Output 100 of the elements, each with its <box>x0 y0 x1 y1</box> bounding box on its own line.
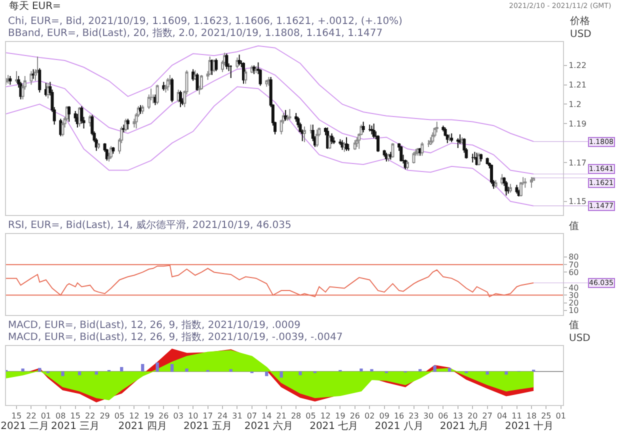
candlestick <box>141 104 144 114</box>
candlestick <box>288 108 292 120</box>
y-tick-label: 20 <box>568 298 579 308</box>
candlestick <box>316 128 319 148</box>
candlestick <box>284 110 288 122</box>
candlestick <box>229 64 232 78</box>
bar <box>433 366 436 372</box>
candlestick <box>254 66 258 74</box>
candlestick <box>196 72 199 92</box>
x-tick-label: 29 <box>100 412 110 421</box>
x-tick-label: 05 <box>114 412 125 421</box>
text: BBand, EUR=, Bid(Last), 20, 指数, 2.0, 2021/10/19, 1.1808, 1.1641, 1.1477 <box>8 27 383 39</box>
x-tick-label: 27 <box>482 412 492 421</box>
line-series <box>6 45 534 142</box>
candlestick <box>68 106 71 122</box>
candlestick <box>340 140 344 150</box>
candlestick <box>429 136 432 146</box>
bar <box>486 372 489 375</box>
x-tick-label: 23 <box>408 412 419 421</box>
x-tick-label: 15 <box>11 412 22 421</box>
x-tick-label: 26 <box>158 412 169 421</box>
candlestick <box>15 70 18 84</box>
y-tick-label: 70 <box>568 260 579 270</box>
y-tick-label: 30 <box>568 290 579 300</box>
x-tick-label: 02 <box>364 412 375 421</box>
y-tick-label: 1.15 <box>568 197 586 206</box>
candlestick <box>494 180 498 188</box>
y-tick-label: 1.21 <box>568 80 586 90</box>
candlestick <box>122 124 126 133</box>
candlestick <box>431 132 434 144</box>
y-tick-label: 40 <box>568 283 579 292</box>
candlestick <box>456 138 460 148</box>
candlestick <box>480 153 483 162</box>
x-tick-label: 19 <box>335 412 346 421</box>
candlestick <box>162 81 166 92</box>
candlestick <box>391 142 394 158</box>
bar <box>448 368 452 372</box>
x-tick-label: 17 <box>202 412 213 421</box>
bar <box>38 368 42 372</box>
bar <box>298 372 302 376</box>
bar <box>418 369 422 372</box>
candlestick <box>267 76 270 86</box>
candlestick <box>504 180 508 196</box>
text: Chi, EUR=, Bid, 2021/10/19, 1.1609, 1.1623, 1.1606, 1.1621, +.0012, (+.10%) <box>8 16 403 27</box>
bar <box>265 372 268 376</box>
x-tick-label: 13 <box>452 412 464 421</box>
bar <box>504 372 508 375</box>
x-tick-label: 09 <box>379 412 390 421</box>
x-tick-label: 16 <box>394 412 404 421</box>
candlestick <box>342 142 346 152</box>
candlestick <box>332 136 336 145</box>
x-tick-label: 01 <box>556 412 566 421</box>
candlestick <box>30 70 33 86</box>
y-axis-title: 值 USD <box>569 320 591 344</box>
x-tick-label: 06 <box>438 412 448 421</box>
text: MACD, EUR=, Bid(Last), 12, 26, 9, 指数, 2021/10/19, -.0039, -.0047 <box>8 331 343 343</box>
x-tick-label: 11 <box>512 412 522 421</box>
candlestick <box>368 124 372 132</box>
bar <box>120 367 124 372</box>
x-tick-label: 12 <box>129 412 140 421</box>
chart-title: 每天 EUR= <box>8 0 61 12</box>
x2-tick-label: 2021 十月 <box>505 420 554 432</box>
candlestick <box>406 160 409 170</box>
y-tick-label: 10 <box>568 306 579 316</box>
candlestick <box>328 134 332 150</box>
bar <box>370 369 374 372</box>
x-tick-label: 21 <box>276 412 286 421</box>
x-tick-label: 25 <box>541 412 552 421</box>
y-tick-label: 1.22 <box>568 61 586 70</box>
y-axis-title: 价格 USD <box>569 15 592 40</box>
candlestick <box>519 181 522 198</box>
y-tick-label: 1.17 <box>568 158 586 168</box>
candlestick <box>508 183 512 194</box>
bar <box>229 369 232 372</box>
bar <box>141 364 144 372</box>
x-tick-label: 28 <box>290 412 302 421</box>
candlestick <box>450 132 454 143</box>
x-tick-label: 22 <box>26 412 36 421</box>
line-series <box>6 66 534 174</box>
candlestick <box>412 151 416 164</box>
candlestick <box>486 157 489 165</box>
bar <box>61 372 64 376</box>
candlestick <box>8 76 12 86</box>
x-tick-label: 24 <box>217 412 228 421</box>
x-tick-label: 05 <box>306 412 316 421</box>
candlestick <box>59 118 62 137</box>
candlestick <box>471 153 474 164</box>
x2-tick-label: 2021 二月 <box>0 421 50 432</box>
x2-tick-label: 2021 四月 <box>118 421 167 432</box>
candlestick <box>420 142 424 156</box>
x2-tick-label: 2021 三月 <box>51 421 100 432</box>
x-tick-label: 31 <box>232 412 242 421</box>
candlestick <box>96 142 100 150</box>
bar <box>21 368 24 372</box>
x-tick-label: 30 <box>423 412 434 421</box>
candlestick <box>6 74 10 84</box>
candlestick <box>80 106 84 124</box>
candlestick <box>225 53 228 70</box>
x-tick-label: 01 <box>40 412 52 421</box>
x2-tick-label: 2021 九月 <box>440 420 489 432</box>
